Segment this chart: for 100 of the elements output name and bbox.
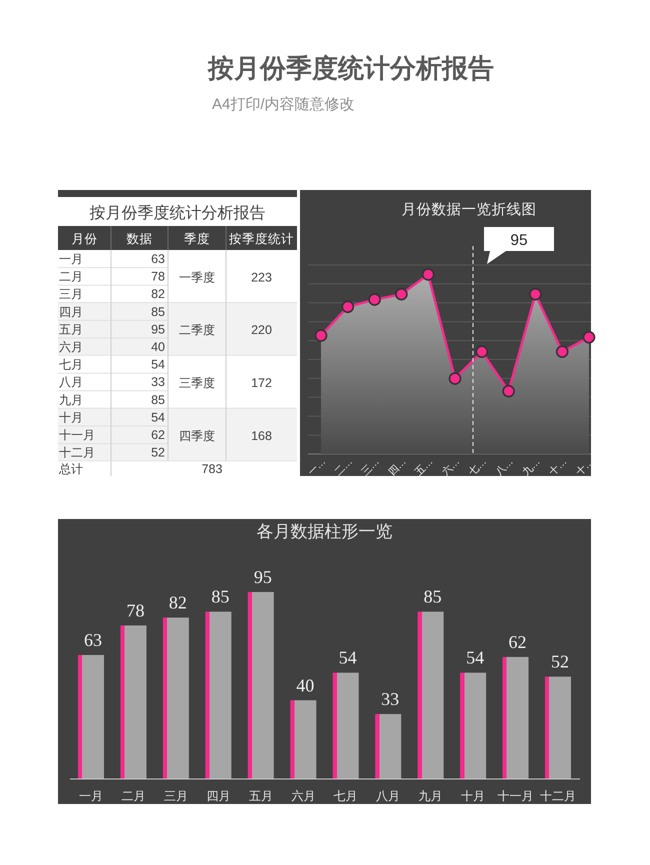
x-tick-label: 五月 [248, 789, 273, 803]
text: 按月份季度统计分析报告 [207, 53, 494, 83]
text: A4打印/内容随意修改 [212, 96, 355, 113]
category-label: 五月 [59, 322, 83, 336]
category-label: 十二月 [59, 446, 95, 460]
data-label: 40 [151, 340, 166, 354]
text: 季度 [184, 231, 210, 246]
x-tick-label: 二月 [121, 789, 146, 803]
category-label: 一季度 [179, 270, 215, 284]
data-label: 85 [151, 304, 166, 319]
data-label: 63 [151, 252, 166, 266]
data-label: 40 [296, 675, 314, 696]
x-tick-label: 三月 [164, 789, 188, 803]
data-label: 82 [151, 287, 166, 302]
x-tick-label: 九… [520, 456, 543, 478]
text: 168 [251, 428, 272, 443]
bar [162, 618, 189, 779]
x-tick-label: 八月 [376, 789, 400, 803]
x-tick-label: 二… [333, 456, 355, 478]
data-label: 82 [168, 592, 187, 613]
x-tick-label: 十一月 [498, 789, 534, 803]
x-tick-label: 四月 [206, 789, 230, 803]
bar [248, 592, 274, 779]
text: 783 [202, 462, 222, 476]
category-label: 二季度 [179, 323, 215, 338]
data-label: 52 [551, 652, 569, 672]
bar [502, 656, 529, 779]
data-label: 54 [151, 410, 166, 424]
category-label: 二月 [59, 270, 83, 284]
x-tick-label: 五… [413, 456, 436, 478]
category-label: 九月 [59, 392, 83, 407]
data-label: 54 [151, 358, 166, 372]
data-label: 78 [126, 600, 144, 620]
category-label: 八月 [59, 375, 83, 390]
category-label: 三季度 [179, 376, 215, 390]
data-label: 78 [151, 270, 166, 284]
bar [78, 654, 104, 779]
category-label: 四季度 [179, 428, 215, 443]
point [502, 384, 515, 398]
data-label: 95 [151, 322, 166, 336]
point [448, 372, 462, 385]
point [422, 268, 434, 281]
category-label: 三月 [59, 287, 83, 302]
text: 172 [251, 376, 272, 390]
data-label: 52 [151, 446, 166, 460]
x-tick-label: 一… [306, 456, 328, 478]
x-tick-label: 七月 [334, 789, 358, 803]
text: 按季度统计 [229, 231, 294, 246]
bar [205, 612, 232, 779]
bar [418, 612, 444, 779]
data-label: 62 [508, 632, 527, 652]
chart-title: 各月数据柱形一览 [256, 522, 392, 541]
x-tick-label: 六… [439, 456, 462, 478]
category-label: 六月 [59, 340, 83, 354]
point [529, 288, 542, 300]
text: 220 [251, 323, 272, 338]
point [395, 288, 408, 300]
point [556, 345, 568, 358]
text: 月份 [72, 232, 98, 246]
bar [332, 672, 359, 779]
point [314, 329, 328, 342]
point [342, 300, 354, 314]
category-label: 七月 [59, 358, 83, 372]
x-tick-label: 三… [360, 456, 382, 478]
bar [375, 714, 402, 779]
text: 223 [251, 270, 272, 284]
category-label: 十一月 [59, 428, 95, 442]
text: 数据 [126, 232, 152, 246]
x-tick-label: 十… [573, 456, 596, 478]
data-label: 85 [211, 586, 230, 607]
text: 按月份季度统计分析报告 [90, 204, 266, 222]
x-tick-label: 十… [546, 456, 570, 478]
text: 总计 [58, 462, 83, 476]
data-label: 54 [338, 648, 357, 668]
x-tick-label: 一月 [79, 789, 103, 803]
data-label: 33 [381, 689, 400, 710]
point [582, 330, 596, 344]
bar [120, 625, 146, 779]
bar [545, 676, 571, 779]
category-label: 四月 [59, 304, 83, 319]
data-label: 85 [151, 392, 166, 407]
x-tick-label: 十月 [461, 789, 486, 803]
point [368, 293, 381, 306]
data-label: 85 [424, 586, 442, 607]
data-label: 54 [466, 648, 484, 668]
category-label: 十月 [59, 410, 83, 424]
x-tick-label: 六月 [291, 789, 316, 803]
data-label: 33 [151, 375, 166, 390]
x-tick-label: 四… [386, 456, 409, 478]
point [476, 345, 488, 358]
x-tick-label: 九月 [418, 789, 443, 803]
bar [460, 672, 486, 779]
category-label: 一月 [59, 252, 83, 266]
text: 95 [510, 232, 528, 249]
data-label: 95 [254, 567, 272, 587]
x-tick-label: 七… [466, 456, 489, 478]
x-tick-label: 十二月 [540, 789, 576, 803]
data-label: 62 [151, 428, 166, 442]
data-label: 63 [84, 630, 102, 650]
bar [290, 700, 316, 779]
